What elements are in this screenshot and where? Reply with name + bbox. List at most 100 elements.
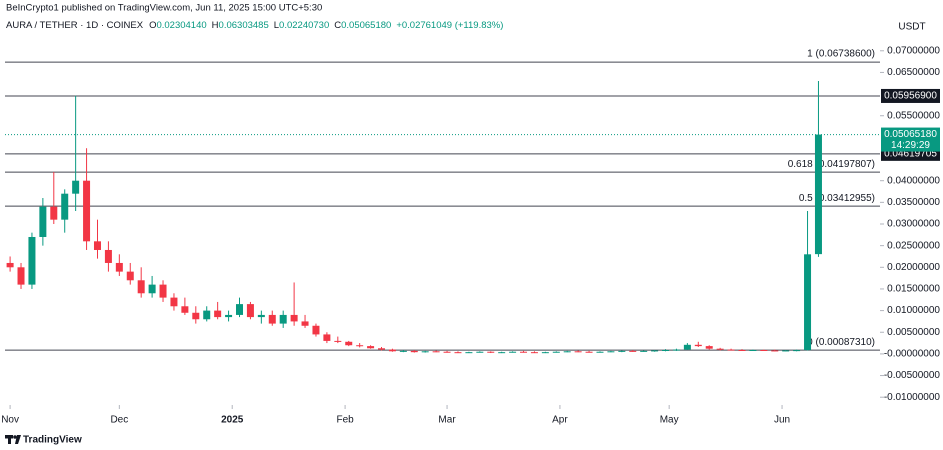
- brand-logo: [5, 435, 21, 444]
- y-tick-label: 0.00500000: [887, 327, 940, 338]
- candle-body: [104, 249, 112, 263]
- candle-body: [181, 306, 189, 313]
- candle-body: [159, 284, 167, 298]
- candle-body: [465, 352, 473, 354]
- candle-body: [498, 352, 506, 354]
- level-label: 0.618 (0.04197807): [788, 159, 875, 170]
- candle-body: [738, 350, 746, 352]
- candle-body: [61, 193, 69, 220]
- price-tag-label: 0.04619705: [884, 148, 937, 159]
- candle-body: [651, 350, 659, 352]
- level-label: 0.5 (0.03412955): [799, 193, 875, 204]
- candle-body: [301, 321, 309, 326]
- candle-body: [487, 351, 495, 353]
- candle-body: [530, 352, 538, 354]
- attribution: BeInCrypto1 published on TradingView.com…: [6, 3, 322, 14]
- candle-body: [93, 241, 101, 250]
- candle-body: [585, 351, 593, 353]
- candle-body: [563, 351, 571, 353]
- candle-body: [72, 180, 80, 194]
- candle-body: [170, 297, 178, 307]
- candle-body: [716, 348, 724, 350]
- candle-body: [509, 351, 517, 353]
- candle-body: [672, 349, 680, 351]
- candle-body: [443, 351, 451, 353]
- candle-body: [705, 346, 713, 349]
- candle-body: [410, 350, 418, 353]
- candle-body: [432, 351, 440, 353]
- y-tick-label: -0.00500000: [884, 370, 941, 381]
- y-tick-label: -0.01000000: [884, 392, 941, 403]
- candle-body: [640, 350, 648, 352]
- legend-change: +0.02761049 (+119.83%): [396, 20, 503, 31]
- x-tick-label: Dec: [110, 415, 128, 426]
- y-tick-label: 0.01500000: [887, 284, 940, 295]
- candle-body: [137, 280, 145, 294]
- brand: TradingView: [23, 435, 82, 446]
- candle-body: [782, 350, 790, 352]
- y-tick-label: 0.06500000: [887, 67, 940, 78]
- y-tick-label: 0.03000000: [887, 219, 940, 230]
- y-tick-label: 0.04000000: [887, 175, 940, 186]
- candle-body: [552, 351, 560, 353]
- candle-body: [399, 350, 407, 352]
- y-tick-label: 0.07000000: [887, 45, 940, 56]
- candle-body: [662, 350, 670, 352]
- legend-key: C: [334, 20, 341, 31]
- candle-body: [694, 344, 702, 347]
- candle-body: [771, 350, 779, 352]
- candle-body: [83, 180, 91, 242]
- y-tick-label: 0.02000000: [887, 262, 940, 273]
- candle-body: [290, 314, 298, 322]
- candle-body: [520, 351, 528, 353]
- y-tick-label: 0.03500000: [887, 197, 940, 208]
- candle-body: [115, 262, 123, 272]
- candle-body: [39, 206, 47, 237]
- legend: AURA / TETHER · 1D · COINEX O0.02304140 H0…: [6, 20, 503, 31]
- candle-body: [235, 304, 243, 315]
- candle-body: [683, 344, 691, 350]
- y-tick-label: 0.05500000: [887, 110, 940, 121]
- y-tick-label: 0.02500000: [887, 240, 940, 251]
- symbol: AURA / TETHER · 1D · COINEX: [6, 20, 144, 31]
- candle-body: [356, 345, 364, 347]
- candle-body: [323, 334, 331, 341]
- candle-body: [618, 350, 626, 352]
- currency-label: USDT: [898, 22, 925, 33]
- level-label: 0 (0.00087310): [807, 337, 875, 348]
- candle-body: [388, 349, 396, 352]
- candle-body: [246, 304, 254, 318]
- candle-body: [6, 262, 14, 268]
- candle-body: [257, 314, 265, 318]
- price-tag-box: [881, 88, 940, 103]
- candle-body: [367, 346, 375, 349]
- legend-value: 0.06303485: [219, 20, 269, 31]
- x-tick-label: May: [660, 415, 679, 426]
- candle-body: [596, 351, 604, 353]
- candle-body: [607, 351, 615, 353]
- x-tick-label: Feb: [336, 415, 354, 426]
- candle-body: [760, 350, 768, 352]
- logo-stem: [8, 435, 11, 444]
- x-tick-label: Apr: [552, 415, 568, 426]
- candle-body: [804, 254, 812, 351]
- candle-body: [454, 352, 462, 354]
- candle-body: [50, 206, 58, 220]
- candle-body: [203, 310, 211, 320]
- candle-body: [814, 134, 822, 255]
- candle-body: [334, 340, 342, 342]
- candle-body: [421, 351, 429, 353]
- candle-body: [793, 350, 801, 352]
- candle-body: [345, 341, 353, 346]
- candle-body: [225, 314, 233, 318]
- legend-value: 0.05065180: [341, 20, 391, 31]
- candle-body: [574, 351, 582, 353]
- candle-body: [749, 350, 757, 352]
- y-tick-label: 0.01000000: [887, 305, 940, 316]
- candle-body: [268, 314, 276, 324]
- x-tick-label: Jun: [774, 415, 790, 426]
- candle-body: [541, 352, 549, 354]
